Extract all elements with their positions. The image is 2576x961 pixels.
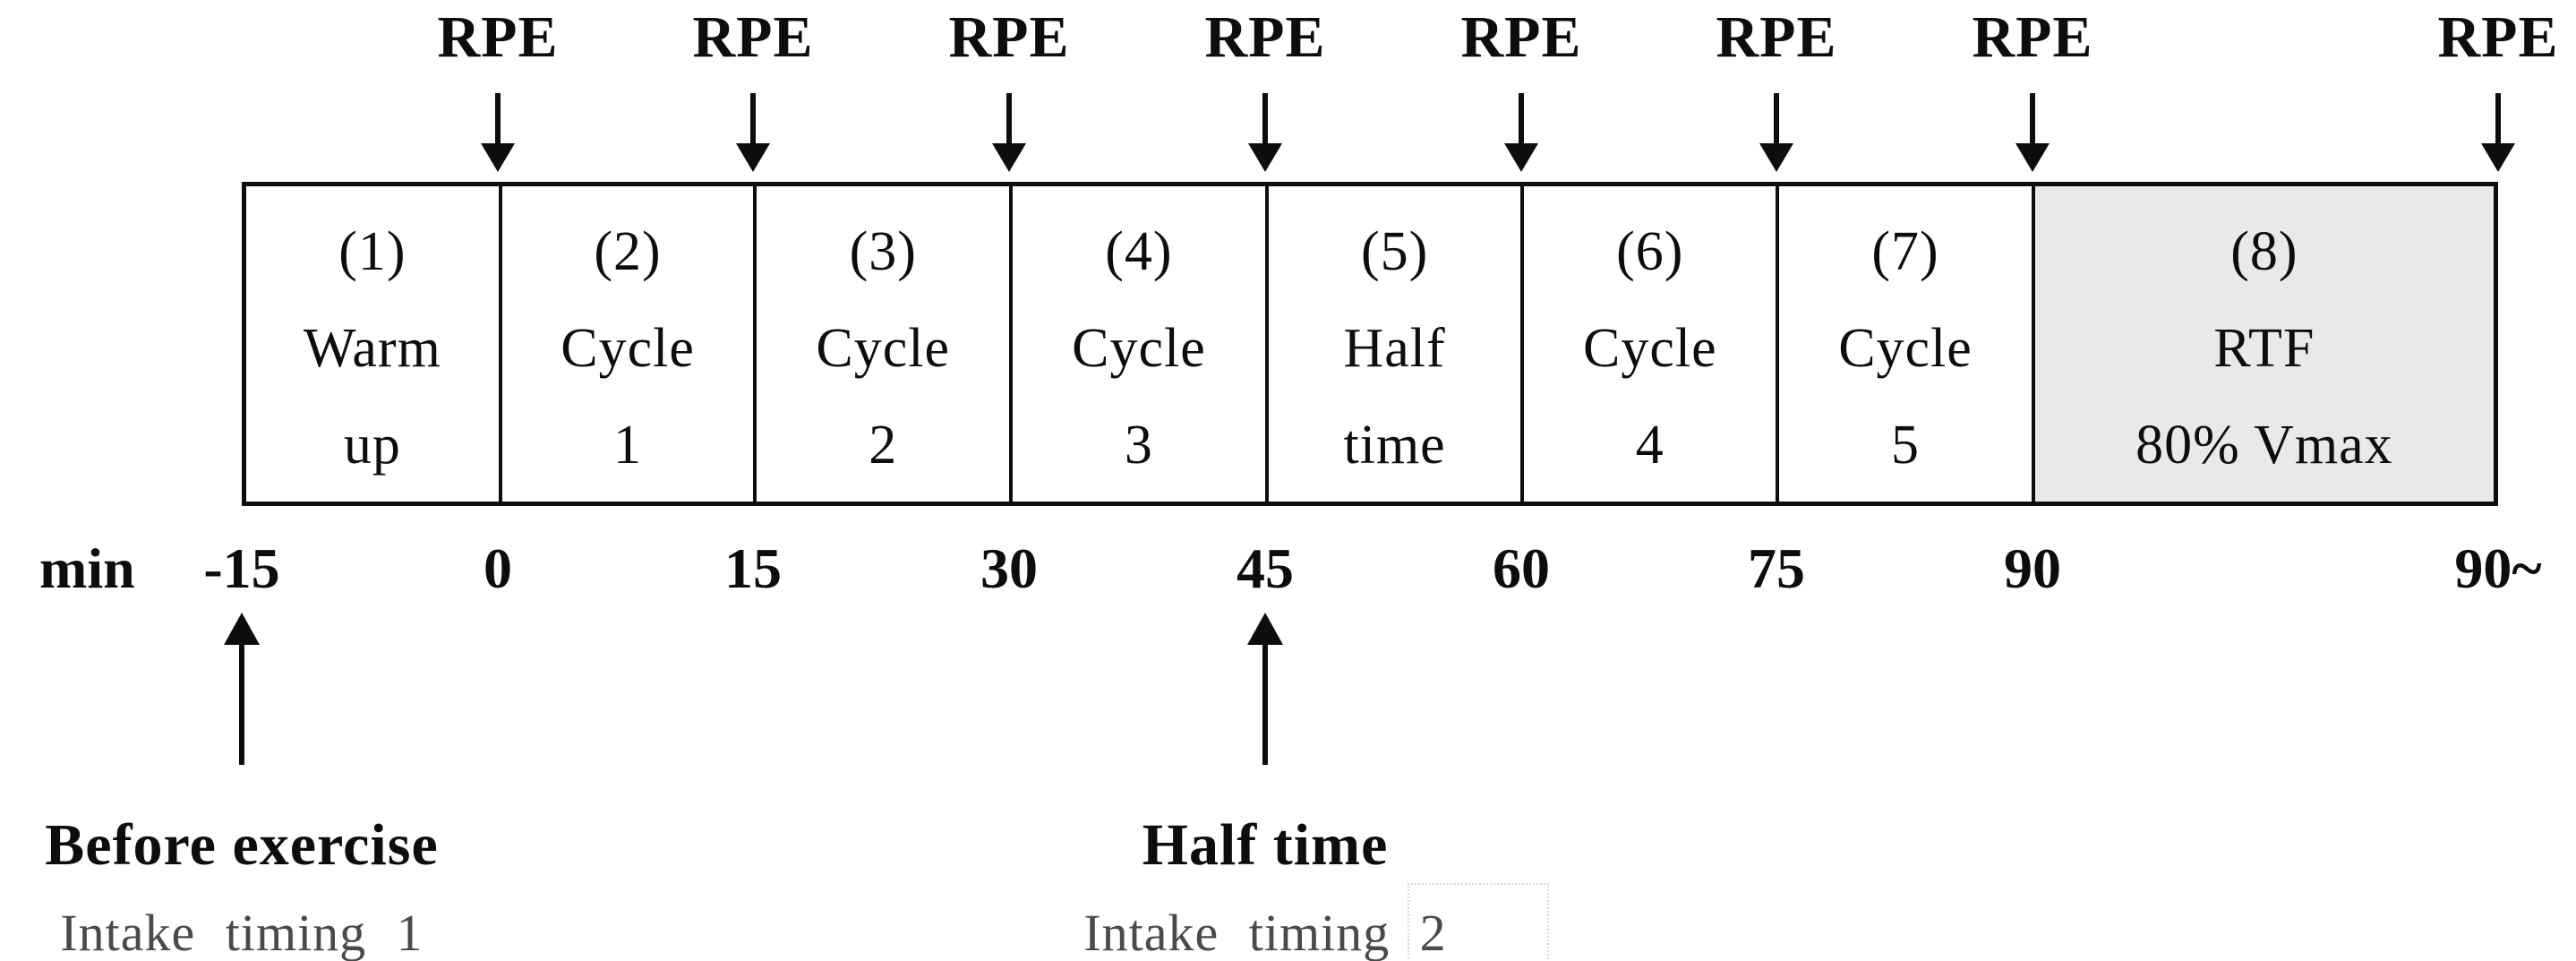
- segment-name-line2: up: [343, 415, 401, 476]
- arrow-stem: [1262, 93, 1268, 149]
- arrow-head-down-icon: [1759, 143, 1793, 172]
- rpe-down-arrow: [1503, 93, 1539, 172]
- intake-annotation-subtitle: Intake timing 1: [60, 904, 424, 961]
- rpe-down-arrow: [2480, 93, 2516, 172]
- segment-name-line2: time: [1343, 415, 1446, 476]
- segment-name-line1: Half: [1343, 318, 1446, 379]
- segment-6: (6) Cycle 4: [1524, 186, 1780, 502]
- time-tick-label: -15: [203, 536, 280, 600]
- segment-name-line1: RTF: [2213, 318, 2315, 379]
- arrow-stem: [750, 93, 756, 149]
- segment-number: (8): [2230, 221, 2298, 282]
- segment-name-line1: Cycle: [561, 318, 695, 379]
- segment-name-line1: Warm: [303, 318, 441, 379]
- rpe-down-arrow: [1247, 93, 1283, 172]
- segment-name-line1: Cycle: [1838, 318, 1973, 379]
- intake-up-arrow: [222, 613, 261, 767]
- segment-number: (2): [594, 221, 662, 282]
- rpe-down-arrow: [735, 93, 771, 172]
- segment-name-line1: Cycle: [1072, 318, 1206, 379]
- segment-1: (1) Warm up: [246, 186, 502, 502]
- intake-annotation: Half time Intake timing 2: [1083, 811, 1446, 961]
- segment-name-line2: 1: [613, 415, 643, 476]
- segment-8: (8) RTF 80% Vmax: [2034, 186, 2494, 502]
- segment-name-line2: 2: [869, 415, 898, 476]
- segment-number: (7): [1871, 221, 1939, 282]
- segment-number: (6): [1616, 221, 1684, 282]
- time-tick-label: 90: [2004, 536, 2061, 600]
- segment-number: (1): [338, 221, 407, 282]
- rpe-down-arrow: [1759, 93, 1794, 172]
- arrow-head-down-icon: [2481, 143, 2515, 172]
- rpe-label: RPE: [1204, 4, 1326, 70]
- time-tick-label: 30: [980, 536, 1038, 600]
- segment-7: (7) Cycle 5: [1779, 186, 2035, 502]
- arrow-stem: [495, 93, 501, 149]
- segment-4: (4) Cycle 3: [1013, 186, 1269, 502]
- arrow-stem: [1262, 639, 1268, 765]
- rpe-label: RPE: [2437, 4, 2559, 70]
- rpe-down-arrow: [480, 93, 516, 172]
- arrow-stem: [239, 639, 244, 765]
- protocol-timeline-box: (1) Warm up (2) Cycle 1 (3) Cycle 2 (4) Cycle 3 (5) H…: [242, 182, 2498, 506]
- intake-up-arrow: [1245, 613, 1285, 767]
- rpe-label: RPE: [1972, 4, 2093, 70]
- intake-annotation-title: Before exercise: [45, 812, 439, 878]
- segment-2: (2) Cycle 1: [502, 186, 757, 502]
- arrow-head-down-icon: [1248, 143, 1282, 172]
- time-tick-label: 0: [484, 536, 512, 600]
- time-tick-label: 90~: [2454, 536, 2542, 600]
- rpe-label: RPE: [1716, 4, 1837, 70]
- arrow-stem: [1006, 93, 1012, 149]
- intake-annotation-subtitle: Intake timing 2: [1083, 904, 1447, 961]
- rpe-label: RPE: [692, 4, 814, 70]
- segment-5: (5) Half time: [1269, 186, 1525, 502]
- intake-annotation-title: Half time: [1142, 812, 1389, 878]
- arrow-stem: [2495, 93, 2501, 149]
- rpe-down-arrow: [2015, 93, 2050, 172]
- segment-name-line1: Cycle: [816, 318, 951, 379]
- segment-number: (4): [1105, 221, 1173, 282]
- segment-name-line2: 4: [1635, 415, 1665, 476]
- arrow-head-down-icon: [736, 143, 770, 172]
- segment-3: (3) Cycle 2: [757, 186, 1014, 502]
- segment-name-line1: Cycle: [1582, 318, 1717, 379]
- arrow-head-down-icon: [2015, 143, 2050, 172]
- rpe-label: RPE: [1460, 4, 1582, 70]
- rpe-label: RPE: [437, 4, 559, 70]
- arrow-stem: [1774, 93, 1779, 149]
- rpe-label: RPE: [948, 4, 1070, 70]
- arrow-head-down-icon: [992, 143, 1026, 172]
- rpe-down-arrow: [991, 93, 1027, 172]
- time-tick-label: 45: [1237, 536, 1294, 600]
- time-axis-unit-label: min: [39, 536, 135, 600]
- arrow-head-down-icon: [481, 143, 515, 172]
- segment-name-line2: 5: [1891, 415, 1920, 476]
- intake-annotation: Before exercise Intake timing 1: [45, 811, 439, 961]
- time-tick-label: 75: [1748, 536, 1805, 600]
- scan-artifact-box: [1408, 883, 1549, 961]
- segment-name-line2: 3: [1124, 415, 1153, 476]
- segment-number: (5): [1360, 221, 1429, 282]
- segment-number: (3): [849, 221, 917, 282]
- time-tick-label: 60: [1493, 536, 1550, 600]
- arrow-stem: [1519, 93, 1524, 149]
- arrow-stem: [2030, 93, 2035, 149]
- arrow-head-down-icon: [1504, 143, 1538, 172]
- time-tick-label: 15: [724, 536, 782, 600]
- segment-name-line2: 80% Vmax: [2135, 415, 2393, 476]
